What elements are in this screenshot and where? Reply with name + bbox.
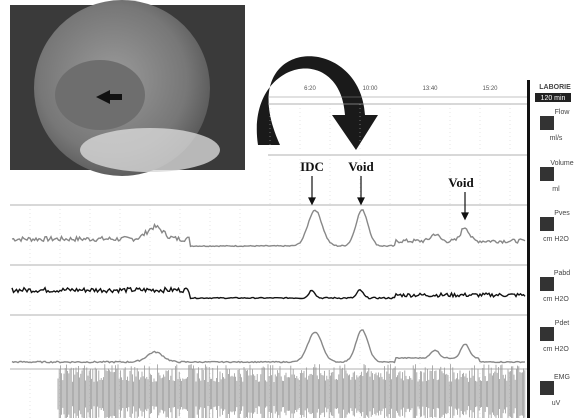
annotation-arrows — [309, 176, 468, 219]
trace — [12, 288, 525, 299]
annotation: Void — [448, 175, 474, 190]
channel-name: Flow — [555, 109, 571, 116]
fluoroscopy-image — [10, 0, 245, 176]
panel-divider — [527, 80, 530, 418]
label-box — [540, 381, 554, 395]
time-tick-label: 6:20 — [304, 86, 316, 92]
curved-arrow — [257, 56, 378, 150]
channel-name: Pdet — [555, 320, 569, 327]
label-box — [540, 327, 554, 341]
channel-unit: ml/s — [550, 135, 563, 142]
scale: 120 min — [541, 95, 566, 102]
trace — [12, 330, 525, 363]
annotation: Void — [348, 159, 374, 174]
time-tick-label: 13:40 — [422, 86, 438, 92]
trace — [12, 210, 525, 247]
channel-unit: cm H2O — [543, 296, 569, 303]
brand: LABORIE — [539, 84, 571, 91]
label-box — [540, 277, 554, 291]
channel-name: EMG — [554, 374, 570, 381]
figure: 6:20 10:00 13:40 15:20 Flow ml/s Volume ml Pves c… — [0, 0, 577, 418]
annotation: IDC — [300, 159, 324, 174]
label-box — [540, 167, 554, 181]
page: {"header": {"brand": "LABORIE", "scale":… — [0, 0, 577, 418]
channel-unit: ml — [552, 186, 560, 193]
channel-unit: uV — [552, 400, 561, 407]
channel-name: Pabd — [554, 270, 570, 277]
label-box — [540, 217, 554, 231]
channel-unit: cm H2O — [543, 236, 569, 243]
channel-name: Volume — [550, 160, 573, 167]
channel-name: Pves — [554, 210, 570, 217]
time-tick-label: 15:20 — [482, 86, 498, 92]
time-tick-label: 10:00 — [362, 86, 378, 92]
label-box — [540, 116, 554, 130]
channel-unit: cm H2O — [543, 346, 569, 353]
